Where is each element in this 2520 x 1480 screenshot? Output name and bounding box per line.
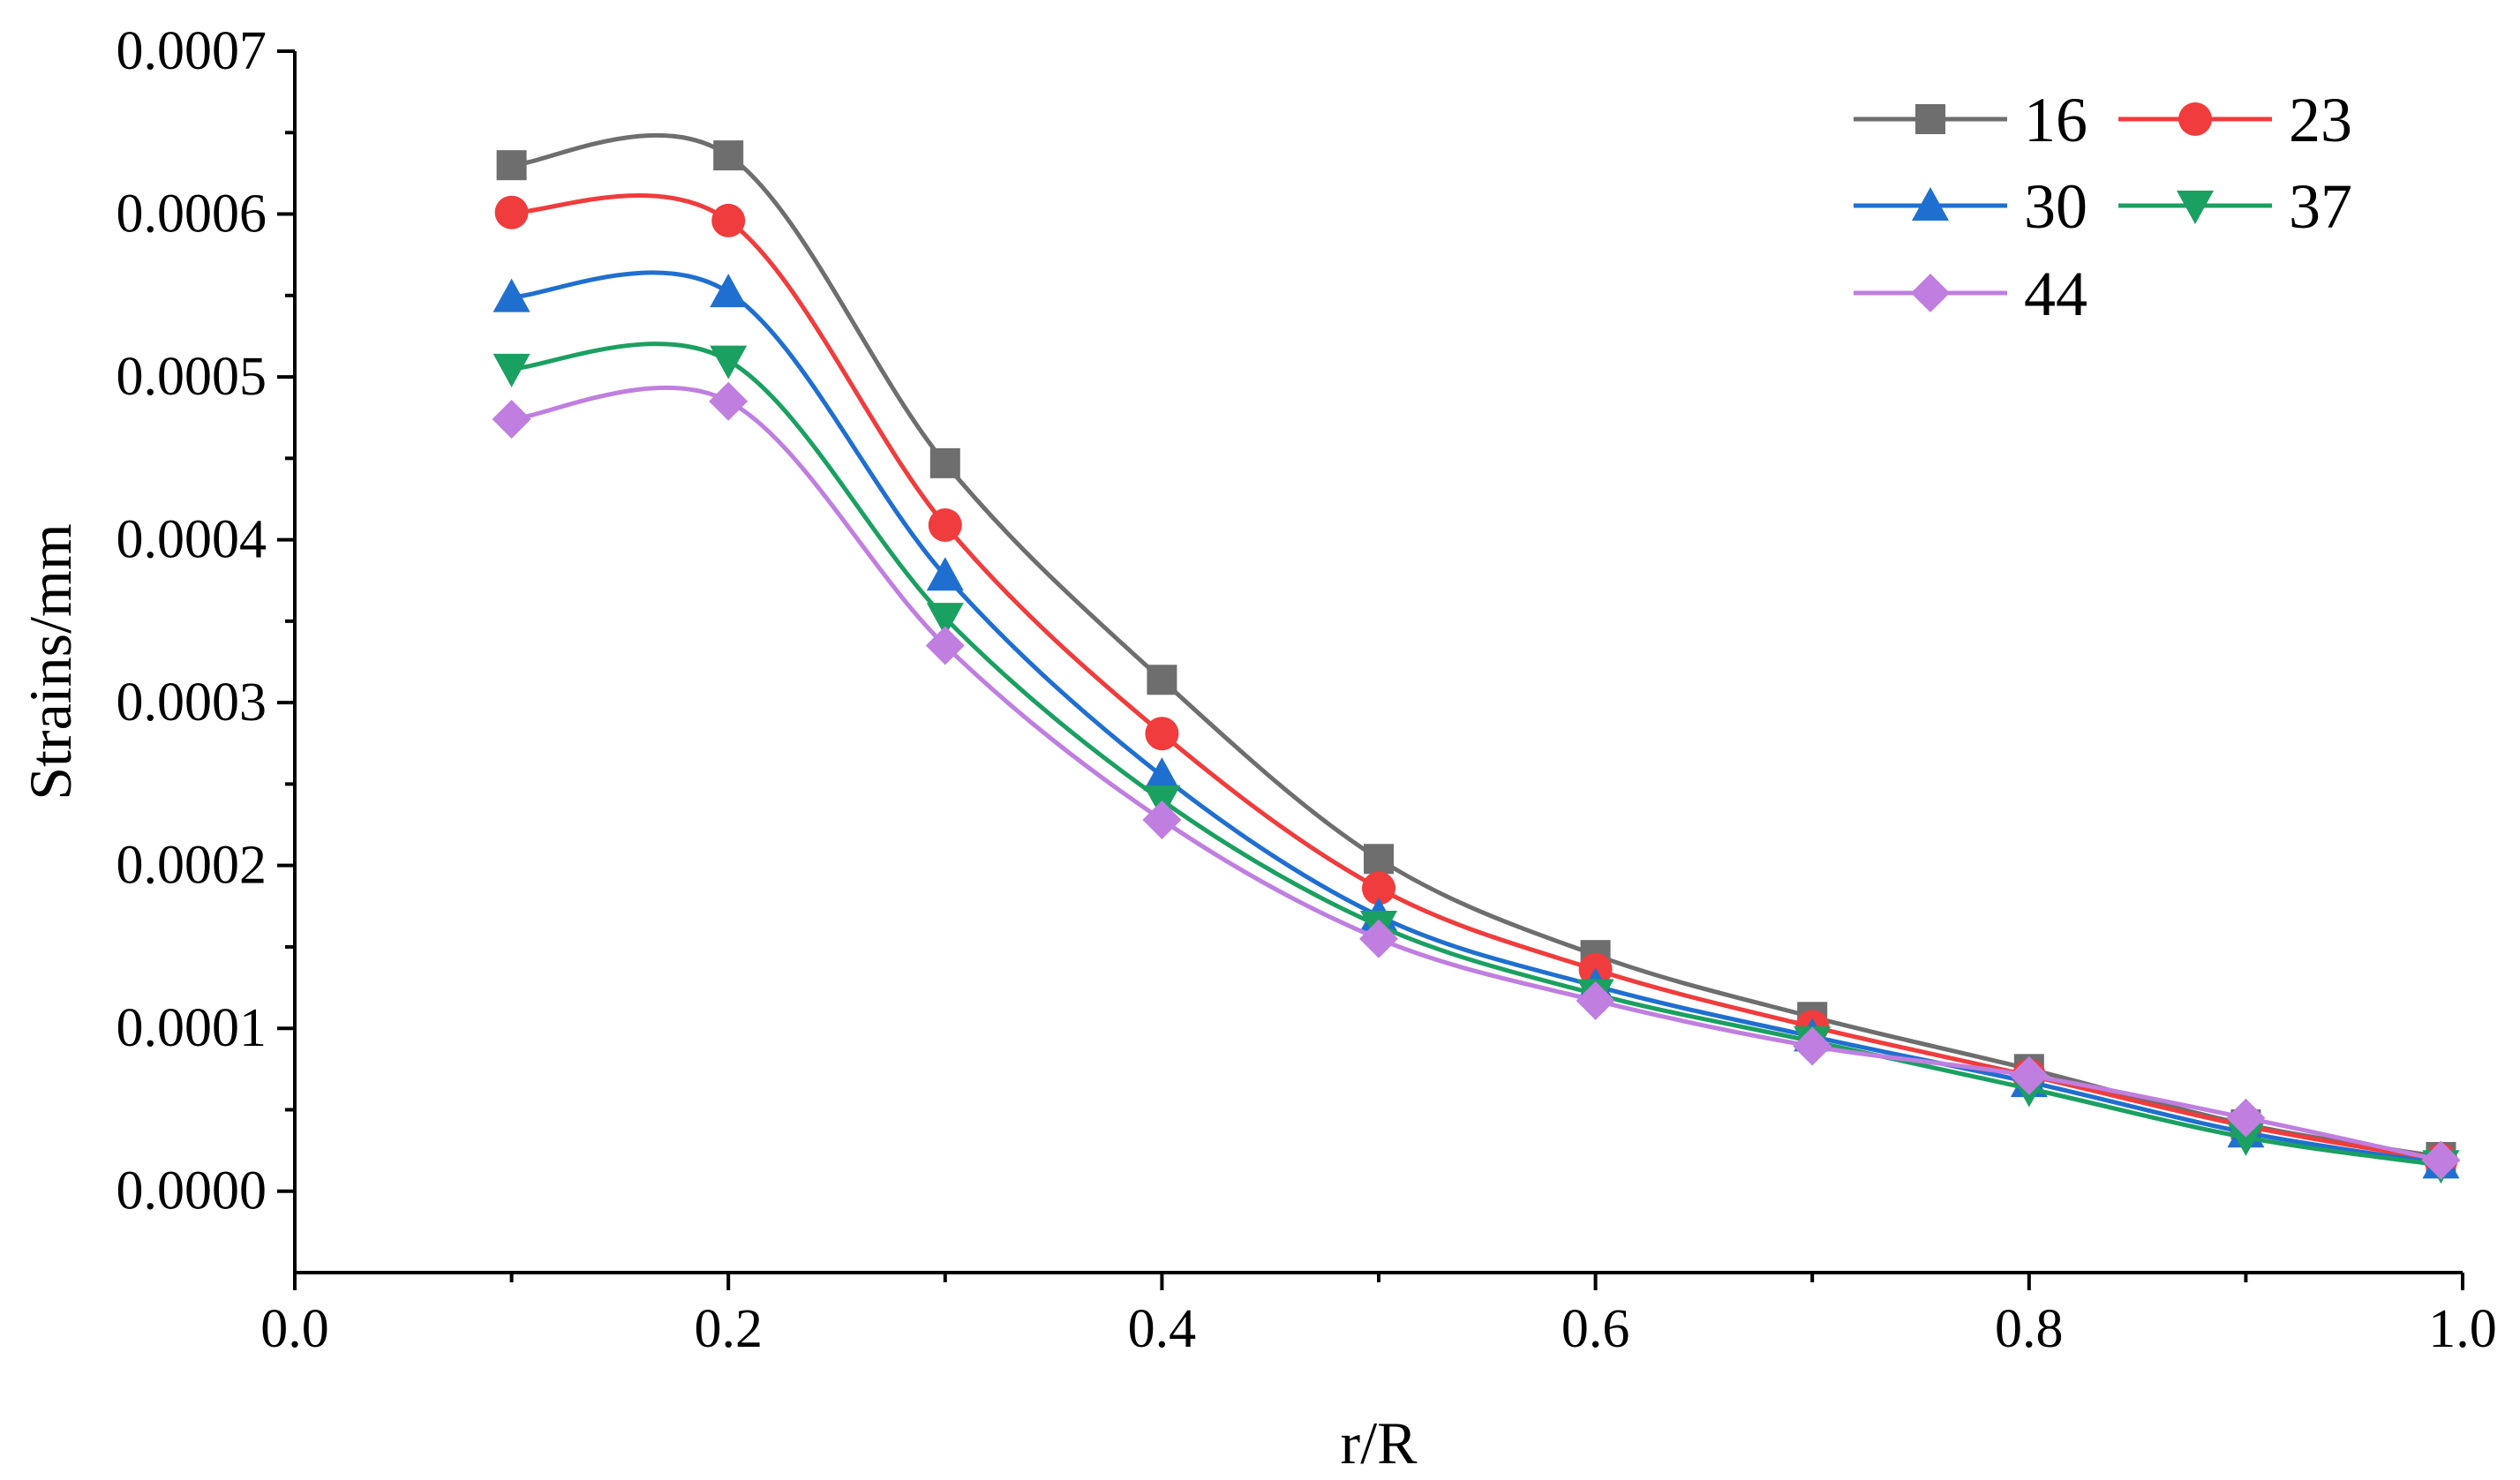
axes <box>293 51 2463 1274</box>
legend-item-30: 30 <box>1854 171 2087 242</box>
data-point-37 <box>926 603 964 637</box>
series-line-37 <box>511 342 2441 1168</box>
x-tick-label: 0.6 <box>1561 1299 1630 1359</box>
data-point-44 <box>925 626 965 665</box>
y-axis-title: Strains/mm <box>17 523 84 800</box>
x-axis-ticks: 0.0 0.2 0.4 0.6 0.8 1.0 <box>260 1273 2497 1359</box>
x-axis-title: r/R <box>1341 1409 1418 1476</box>
data-point-44 <box>1793 1026 1832 1066</box>
data-point-16 <box>1147 665 1177 695</box>
y-tick-label: 0.0005 <box>117 347 267 407</box>
legend-marker <box>2178 102 2212 136</box>
legend-item-44: 44 <box>1854 259 2087 329</box>
data-point-44 <box>1359 919 1398 958</box>
data-point-44 <box>2421 1140 2461 1180</box>
series-line-16 <box>511 132 2441 1160</box>
series-group <box>492 132 2461 1184</box>
y-tick-label: 0.0004 <box>117 510 267 570</box>
data-point-37 <box>710 345 748 379</box>
data-point-30 <box>1143 757 1181 792</box>
legend-marker <box>1915 104 1945 134</box>
data-point-16 <box>713 140 744 171</box>
data-point-16 <box>496 150 527 181</box>
data-point-44 <box>1576 980 1615 1020</box>
legend-label: 37 <box>2289 171 2352 242</box>
x-tick-label: 0.4 <box>1128 1299 1197 1359</box>
series-23 <box>494 192 2458 1177</box>
series-44 <box>492 381 2461 1180</box>
data-point-30 <box>710 274 748 308</box>
y-tick-label: 0.0006 <box>117 184 267 244</box>
data-point-23 <box>1362 871 1395 905</box>
data-point-16 <box>1364 844 1394 875</box>
data-point-23 <box>1145 717 1179 751</box>
data-point-23 <box>928 507 962 542</box>
data-point-44 <box>2226 1098 2266 1138</box>
data-point-44 <box>709 381 748 421</box>
y-axis-ticks: 0.0000 0.0001 0.0002 0.0003 0.0004 0.0005 0.00… <box>117 21 295 1221</box>
y-tick-label: 0.0007 <box>117 21 267 81</box>
x-tick-label: 0.8 <box>1995 1299 2064 1359</box>
series-30 <box>493 270 2460 1179</box>
series-line-23 <box>511 192 2441 1163</box>
series-line-44 <box>511 385 2441 1163</box>
series-line-30 <box>511 270 2441 1166</box>
legend-marker <box>1911 274 1950 312</box>
data-point-30 <box>493 278 530 312</box>
x-tick-label: 0.2 <box>694 1299 763 1359</box>
data-point-30 <box>926 557 964 591</box>
legend-label: 23 <box>2289 85 2352 155</box>
series-37 <box>493 342 2460 1184</box>
legend-label: 16 <box>2024 85 2087 155</box>
y-tick-label: 0.0002 <box>117 836 267 896</box>
legend-item-23: 23 <box>2118 85 2352 155</box>
legend-marker <box>2177 191 2214 224</box>
data-point-37 <box>493 353 530 387</box>
y-tick-label: 0.0000 <box>117 1161 267 1221</box>
legend-item-37: 37 <box>2118 171 2352 242</box>
x-tick-label: 0.0 <box>260 1299 329 1359</box>
x-tick-label: 1.0 <box>2428 1299 2497 1359</box>
y-tick-label: 0.0003 <box>117 672 267 732</box>
data-point-37 <box>2227 1122 2265 1156</box>
legend-label: 30 <box>2024 171 2087 242</box>
y-tick-label: 0.0001 <box>117 998 267 1058</box>
legend-item-16: 16 <box>1854 85 2087 155</box>
data-point-44 <box>2009 1056 2049 1095</box>
legend: 16 23 30 37 44 <box>1854 85 2352 329</box>
data-point-23 <box>711 203 746 237</box>
data-point-44 <box>492 400 531 439</box>
legend-label: 44 <box>2024 259 2087 329</box>
data-point-44 <box>1142 800 1182 839</box>
legend-marker <box>1912 187 1949 221</box>
data-point-23 <box>494 195 529 229</box>
data-point-16 <box>929 447 960 478</box>
